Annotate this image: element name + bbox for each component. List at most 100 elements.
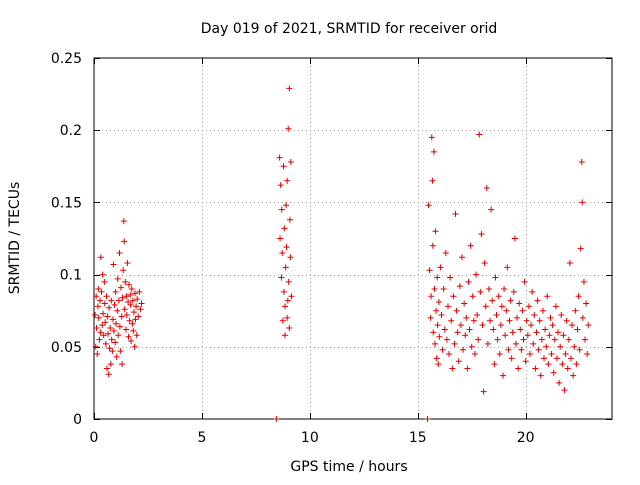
data-point [125,333,132,340]
data-point [284,177,291,184]
data-point [137,306,144,313]
data-point [135,313,142,320]
data-point [475,336,482,343]
data-point [521,278,528,285]
data-point [463,314,470,321]
data-point [495,293,502,300]
data-point [449,365,456,372]
data-point [583,300,590,307]
data-point [454,329,461,336]
data-point [582,336,589,343]
data-point [424,416,431,422]
data-point [545,361,552,368]
data-point [482,303,489,310]
data-point [97,254,104,261]
data-point [562,351,569,358]
data-point [93,325,100,332]
data-point [138,300,145,307]
data-point [285,278,292,285]
data-point [511,235,518,242]
data-point [95,314,102,321]
data-point [287,254,294,261]
data-point [278,274,285,281]
data-point [436,333,443,340]
data-point [129,297,136,304]
data-point [498,303,505,310]
data-point [119,294,126,301]
data-point [114,275,121,282]
data-point [442,249,449,256]
data-point [467,242,474,249]
data-point [439,346,446,353]
data-point [500,372,507,379]
axis-ticks [94,58,612,420]
data-point [105,371,112,378]
data-point [519,307,526,314]
data-point [542,326,549,333]
data-point [526,351,533,358]
data-point [97,297,104,304]
data-point [118,313,125,320]
data-point [277,235,284,242]
data-point [443,336,450,343]
data-point [470,317,477,324]
data-point [444,303,451,310]
data-point [276,154,283,161]
data-point [112,339,119,346]
data-point [533,329,540,336]
data-point [452,210,459,217]
data-point [115,297,122,304]
data-point [282,332,289,339]
data-point [574,326,581,333]
data-point [578,158,585,165]
data-point [569,322,576,329]
data-point [116,323,123,330]
data-point [474,312,481,319]
data-point [109,316,116,323]
data-point [504,264,511,271]
data-point [520,336,527,343]
data-point [515,365,522,372]
data-point [460,346,467,353]
data-point [488,206,495,213]
data-point [494,336,501,343]
data-point [112,288,119,295]
data-point [528,322,535,329]
data-point [96,336,103,343]
data-point [428,134,435,141]
data-point [123,293,130,300]
data-point [550,369,557,376]
data-point [440,286,447,293]
data-point [116,249,123,256]
data-point [101,278,108,285]
data-point [462,332,469,339]
data-point [564,365,571,372]
data-point [529,288,536,295]
data-point [93,293,100,300]
data-point [512,340,519,347]
data-point [458,254,465,261]
data-point [120,267,127,274]
data-point [280,288,287,295]
data-point [518,346,525,353]
data-point [448,317,455,324]
data-point [122,326,129,333]
chart-title: Day 019 of 2021, SRMTID for receiver ori… [201,21,498,37]
data-point [524,332,531,339]
data-point [490,326,497,333]
data-point [281,225,288,232]
data-point [493,312,500,319]
data-point [282,303,289,310]
y-tick-label: 0.25 [51,51,82,67]
data-markers [92,85,592,422]
x-tick-label: 0 [90,430,99,446]
data-point [284,314,291,321]
data-point [473,271,480,278]
y-tick-label: 0.2 [60,123,82,139]
data-point [127,301,134,308]
data-point [129,320,136,327]
data-point [534,297,541,304]
data-point [567,355,574,362]
data-point [573,361,580,368]
x-tick-label: 15 [409,430,427,446]
